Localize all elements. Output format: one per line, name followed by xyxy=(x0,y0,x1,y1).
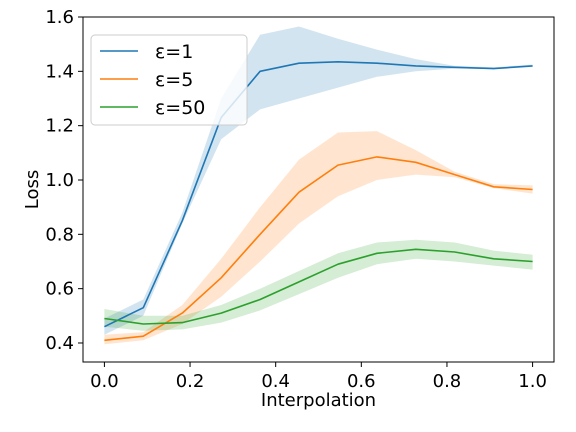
legend-label-1: ε=1 xyxy=(155,41,193,63)
x-axis-label: Interpolation xyxy=(261,390,376,411)
line-series-2 xyxy=(104,156,533,342)
y-axis-label: Loss xyxy=(22,170,43,209)
x-tick-label: 0.4 xyxy=(261,371,290,392)
legend-label-2: ε=5 xyxy=(155,69,193,91)
y-tick-label: 1.2 xyxy=(45,116,74,137)
x-tick-label: 1.0 xyxy=(518,371,547,392)
y-tick-label: 0.6 xyxy=(45,279,74,300)
x-tick-label: 0.2 xyxy=(176,371,205,392)
y-tick-label: 1.6 xyxy=(45,7,74,28)
y-tick-label: 1.4 xyxy=(45,61,74,82)
x-tick-label: 0.6 xyxy=(347,371,376,392)
legend: ε=1 ε=5 ε=50 xyxy=(90,34,248,126)
y-axis-ticks: 0.4 0.6 0.8 1.0 1.2 1.4 1.6 xyxy=(45,7,83,354)
plot-frame xyxy=(82,16,555,363)
x-axis-ticks: 0.0 0.2 0.4 0.6 0.8 1.0 xyxy=(90,362,547,392)
y-tick-label: 0.8 xyxy=(45,224,74,245)
line-series-3 xyxy=(104,248,533,325)
x-tick-label: 0.0 xyxy=(90,371,119,392)
band-series-1 xyxy=(104,26,533,335)
band-series-3 xyxy=(104,239,533,331)
band-series-2 xyxy=(104,131,533,345)
y-tick-label: 0.4 xyxy=(45,333,74,354)
line-series-1 xyxy=(104,60,533,328)
legend-label-3: ε=50 xyxy=(155,97,205,119)
confidence-bands xyxy=(104,26,533,345)
series-lines xyxy=(104,60,533,342)
x-tick-label: 0.8 xyxy=(433,371,462,392)
legend-box xyxy=(90,34,248,126)
y-tick-label: 1.0 xyxy=(45,170,74,191)
